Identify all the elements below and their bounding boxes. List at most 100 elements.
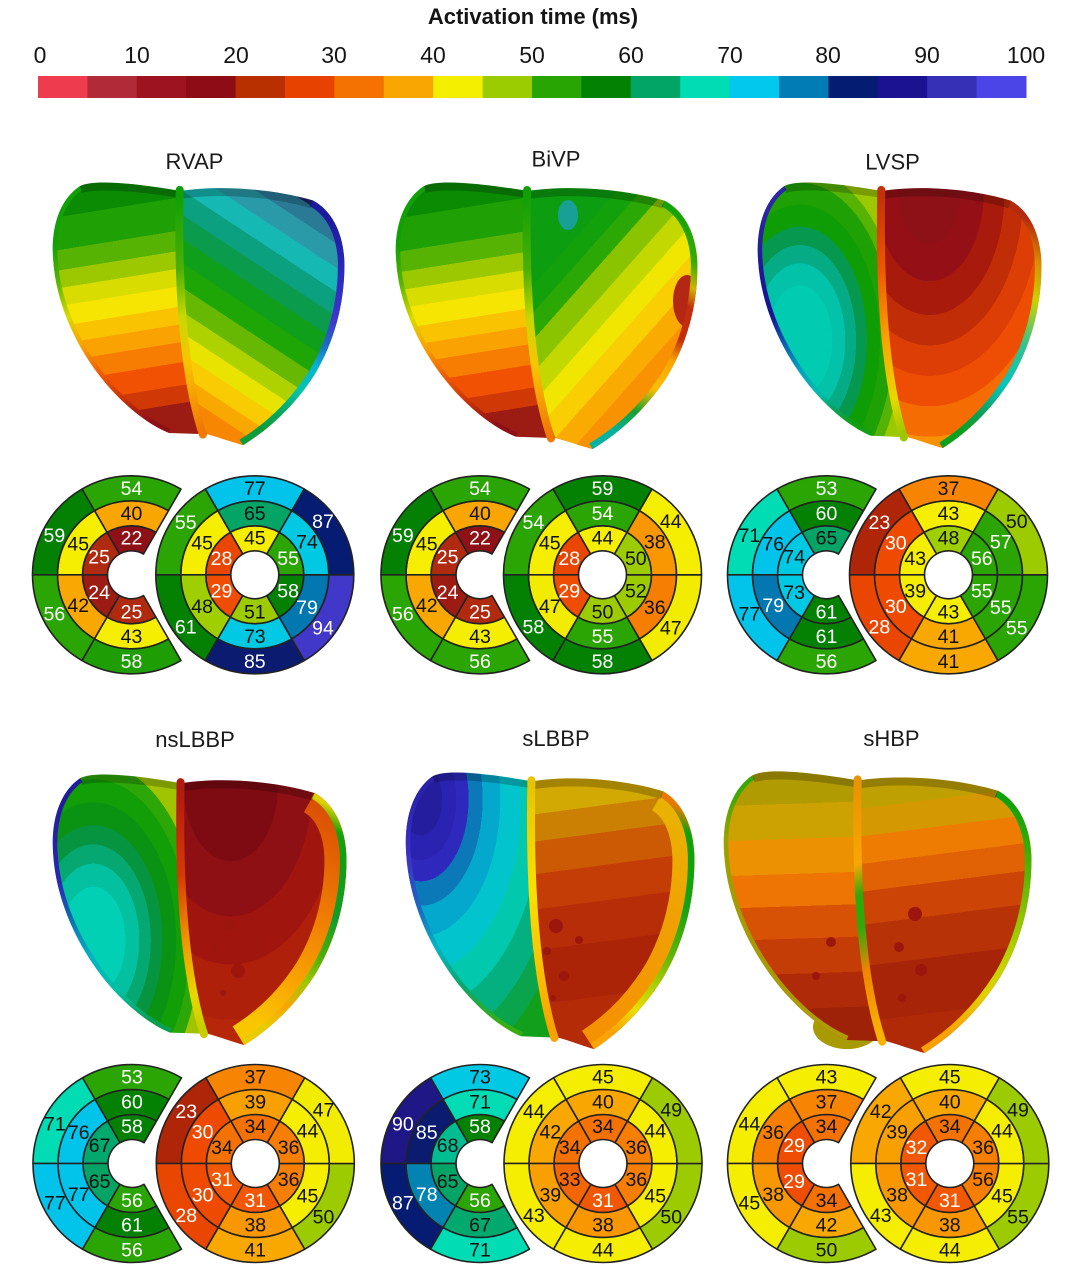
svg-text:58: 58 <box>592 651 614 673</box>
svg-text:56: 56 <box>469 651 491 673</box>
svg-text:68: 68 <box>437 1135 459 1157</box>
svg-text:74: 74 <box>783 546 805 568</box>
svg-text:44: 44 <box>939 1240 961 1262</box>
svg-text:56: 56 <box>121 1190 143 1212</box>
svg-text:RVAP: RVAP <box>166 149 224 174</box>
svg-text:38: 38 <box>939 1215 961 1237</box>
svg-text:40: 40 <box>121 503 143 525</box>
svg-text:48: 48 <box>938 527 960 549</box>
svg-text:58: 58 <box>523 616 545 638</box>
svg-text:43: 43 <box>938 601 960 623</box>
svg-text:31: 31 <box>244 1190 266 1212</box>
svg-text:37: 37 <box>244 1067 266 1089</box>
svg-text:29: 29 <box>558 581 580 603</box>
svg-text:55: 55 <box>592 626 614 648</box>
svg-text:45: 45 <box>297 1186 319 1208</box>
svg-text:25: 25 <box>121 601 143 623</box>
svg-text:30: 30 <box>321 42 347 68</box>
svg-text:37: 37 <box>816 1092 838 1114</box>
svg-text:55: 55 <box>971 581 993 603</box>
svg-text:41: 41 <box>938 626 960 648</box>
svg-text:BiVP: BiVP <box>532 147 581 172</box>
svg-text:34: 34 <box>816 1116 838 1138</box>
svg-text:61: 61 <box>121 1215 143 1237</box>
svg-text:38: 38 <box>644 532 666 554</box>
svg-text:30: 30 <box>192 1121 214 1143</box>
svg-text:34: 34 <box>559 1137 581 1159</box>
svg-text:55: 55 <box>277 548 299 570</box>
svg-text:65: 65 <box>89 1171 111 1193</box>
svg-text:45: 45 <box>939 1067 961 1089</box>
svg-text:36: 36 <box>625 1137 647 1159</box>
svg-text:45: 45 <box>539 533 561 555</box>
svg-text:25: 25 <box>437 546 459 568</box>
svg-text:43: 43 <box>904 548 926 570</box>
svg-text:67: 67 <box>469 1215 491 1237</box>
svg-text:nsLBBP: nsLBBP <box>155 727 235 752</box>
svg-text:60: 60 <box>816 503 838 525</box>
svg-text:34: 34 <box>244 1116 266 1138</box>
svg-text:55: 55 <box>1007 1206 1029 1228</box>
svg-text:36: 36 <box>278 1169 300 1191</box>
svg-text:45: 45 <box>739 1192 761 1214</box>
svg-text:77: 77 <box>44 1192 66 1214</box>
svg-text:56: 56 <box>469 1190 491 1212</box>
svg-text:45: 45 <box>644 1186 666 1208</box>
svg-text:56: 56 <box>121 1240 143 1262</box>
svg-text:58: 58 <box>121 1116 143 1138</box>
svg-text:56: 56 <box>392 604 414 626</box>
svg-text:23: 23 <box>175 1101 197 1123</box>
svg-text:50: 50 <box>313 1206 335 1228</box>
svg-text:29: 29 <box>783 1135 805 1157</box>
svg-text:45: 45 <box>991 1186 1013 1208</box>
svg-text:42: 42 <box>870 1101 892 1123</box>
svg-text:44: 44 <box>739 1114 761 1136</box>
svg-text:50: 50 <box>660 1206 682 1228</box>
svg-text:22: 22 <box>121 527 143 549</box>
svg-text:40: 40 <box>592 1092 614 1114</box>
svg-text:85: 85 <box>416 1122 438 1144</box>
svg-text:49: 49 <box>1007 1100 1029 1122</box>
svg-text:71: 71 <box>44 1114 66 1136</box>
svg-text:79: 79 <box>762 595 784 617</box>
svg-text:40: 40 <box>939 1092 961 1114</box>
svg-text:67: 67 <box>89 1135 111 1157</box>
svg-text:25: 25 <box>469 601 491 623</box>
svg-text:57: 57 <box>990 532 1012 554</box>
svg-text:28: 28 <box>175 1205 197 1227</box>
svg-text:58: 58 <box>121 651 143 673</box>
svg-text:28: 28 <box>211 548 233 570</box>
svg-text:31: 31 <box>939 1190 961 1212</box>
svg-text:10: 10 <box>124 42 150 68</box>
svg-text:31: 31 <box>211 1169 233 1191</box>
svg-text:51: 51 <box>244 601 266 623</box>
svg-text:32: 32 <box>906 1137 928 1159</box>
svg-text:43: 43 <box>938 503 960 525</box>
svg-text:42: 42 <box>539 1121 561 1143</box>
svg-text:38: 38 <box>886 1185 908 1207</box>
svg-text:42: 42 <box>416 595 438 617</box>
svg-text:60: 60 <box>618 42 644 68</box>
svg-text:79: 79 <box>296 597 318 619</box>
svg-text:87: 87 <box>312 511 334 533</box>
svg-text:44: 44 <box>991 1120 1013 1142</box>
svg-text:70: 70 <box>717 42 743 68</box>
svg-text:73: 73 <box>469 1067 491 1089</box>
svg-text:73: 73 <box>783 582 805 604</box>
svg-text:47: 47 <box>313 1100 335 1122</box>
svg-text:60: 60 <box>121 1092 143 1114</box>
svg-text:50: 50 <box>592 601 614 623</box>
svg-text:45: 45 <box>592 1067 614 1089</box>
svg-text:71: 71 <box>739 525 761 547</box>
svg-text:34: 34 <box>939 1116 961 1138</box>
svg-text:53: 53 <box>121 1067 143 1089</box>
svg-text:24: 24 <box>88 582 110 604</box>
svg-text:43: 43 <box>121 626 143 648</box>
svg-text:65: 65 <box>437 1171 459 1193</box>
svg-text:36: 36 <box>625 1169 647 1191</box>
svg-text:76: 76 <box>68 1122 90 1144</box>
svg-text:58: 58 <box>277 581 299 603</box>
svg-text:55: 55 <box>1006 618 1028 640</box>
svg-text:42: 42 <box>816 1215 838 1237</box>
svg-text:43: 43 <box>870 1205 892 1227</box>
